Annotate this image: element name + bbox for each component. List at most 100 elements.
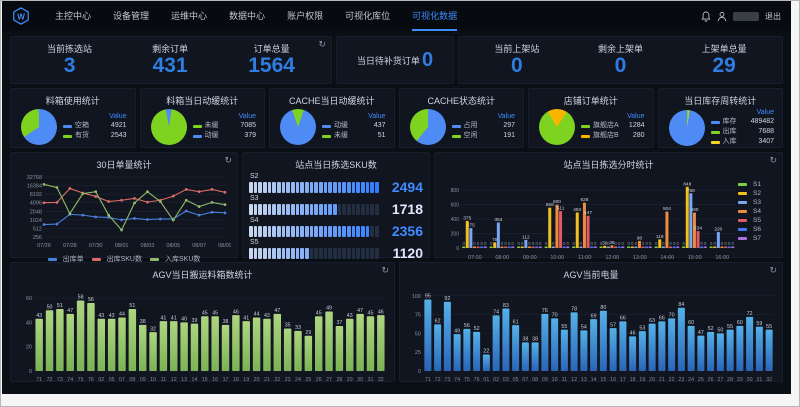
x-tick-label: 22	[274, 377, 280, 383]
data-point	[120, 218, 123, 222]
bar	[610, 245, 614, 248]
bar-value-label: 70	[552, 313, 558, 319]
bar	[658, 239, 662, 248]
data-point	[197, 190, 201, 194]
nav-item-device-mgmt[interactable]: 设备管理	[113, 11, 150, 21]
bar-segment	[356, 248, 361, 259]
bar-value-label: 49	[454, 328, 460, 334]
refresh-icon[interactable]: ↻	[381, 265, 389, 275]
bar-zero-label: 0	[539, 241, 542, 246]
bell-icon[interactable]	[701, 10, 711, 22]
bar-value-label: 43	[109, 313, 115, 319]
bar-segment	[351, 204, 356, 215]
x-tick-label: 16:00	[715, 255, 729, 261]
x-tick-label: 15	[600, 377, 606, 383]
legend-dash	[581, 134, 590, 138]
x-tick-label: 15	[202, 377, 208, 383]
stat-value: 29	[712, 54, 736, 78]
bar	[170, 321, 178, 371]
user-icon[interactable]	[717, 11, 727, 22]
bar-segment	[263, 248, 267, 259]
bar-segment	[361, 204, 365, 215]
bar-segment	[263, 182, 267, 193]
refresh-icon[interactable]: ↻	[318, 39, 326, 49]
legend-label: 未缓	[204, 122, 219, 129]
segmented-bar	[249, 226, 379, 237]
line-series	[43, 187, 226, 204]
bar	[716, 232, 720, 248]
bar-zero-label: 0	[704, 241, 707, 246]
panel-title: CACHE当日动缓统计	[288, 96, 375, 106]
replenish-stats-panel: 当日待补货订单 0	[336, 36, 454, 84]
legend-row: 有货 2543	[63, 131, 127, 141]
nav-item-main-control[interactable]: 主控中心	[55, 11, 92, 21]
bar	[658, 321, 666, 371]
bar-stub	[599, 246, 603, 248]
pie-graphic	[409, 109, 446, 145]
bar	[128, 309, 137, 371]
refresh-icon[interactable]: ↻	[769, 155, 777, 165]
bar	[180, 322, 188, 371]
nav-item-ops-center[interactable]: 运维中心	[171, 11, 208, 21]
legend-value-header: Value	[627, 113, 645, 120]
bar-value-label: 447	[584, 210, 592, 216]
bar-segment	[333, 182, 337, 193]
bar-segment	[286, 248, 291, 259]
x-tick-label: 13:00	[633, 255, 647, 261]
x-tick-label: 10	[552, 377, 558, 383]
pie-chart: Value 库存 489482 出库 7688 入库 3407	[665, 109, 777, 147]
x-tick-label: 30	[357, 377, 363, 383]
data-point	[68, 212, 72, 215]
x-tick-label: 08/03	[141, 243, 155, 249]
bar-segment	[337, 182, 342, 193]
x-tick-label: 30	[747, 377, 753, 383]
bar-stub	[527, 246, 531, 248]
nav-item-visual-slots[interactable]: 可视化库位	[345, 11, 391, 21]
legend-label: 空闲	[463, 132, 478, 139]
x-tick-label: 12:00	[605, 255, 619, 261]
bar	[35, 318, 43, 371]
legend-item: S7	[738, 235, 772, 242]
nav-item-visual-data[interactable]: 可视化数据	[412, 1, 458, 31]
panel-title: 站点当日拣选分时统计	[563, 160, 654, 170]
panel-title: 料箱当日动缓统计	[166, 96, 239, 106]
legend-value: 1284	[628, 122, 645, 129]
refresh-icon[interactable]: ↻	[769, 265, 777, 275]
legend-label: 动缓	[334, 122, 348, 129]
x-tick-label: 32	[766, 377, 772, 383]
bar-value-label: 41	[160, 315, 166, 321]
bar	[603, 245, 607, 248]
panel-title: 站点当日拣选SKU数	[295, 160, 377, 170]
bar-segment	[309, 204, 314, 215]
x-tick-label: 31	[368, 377, 374, 383]
bar-value-label: 558	[546, 202, 554, 208]
bar-value-label: 69	[591, 313, 597, 319]
legend-value-header: Value	[238, 113, 256, 120]
navbar-right: 退出	[701, 10, 781, 22]
pie-graphic	[668, 110, 705, 146]
bar-value-label: 848	[683, 181, 691, 187]
y-tick-label: 4096	[30, 201, 42, 207]
bar-stub	[731, 246, 735, 248]
refresh-icon[interactable]: ↻	[224, 155, 232, 165]
nav-item-data-center[interactable]: 数据中心	[229, 11, 266, 21]
logout-button[interactable]: 退出	[765, 11, 781, 21]
legend-value: 7085	[240, 122, 256, 129]
legend-value: 3407	[758, 138, 774, 145]
legend-label: 出库单	[62, 256, 84, 263]
panel-title: AGV当日搬运料箱数统计	[152, 270, 253, 280]
bar-value-label: 46	[378, 309, 384, 315]
bar-value-label: 38	[140, 319, 146, 325]
legend-label: 入库SKU数	[165, 256, 201, 263]
x-tick-label: 74	[67, 377, 73, 383]
bar	[76, 300, 85, 371]
bar-zero-label: 0	[590, 241, 593, 246]
legend-row: 动缓 379	[192, 131, 256, 141]
x-tick-label: 19	[639, 377, 645, 383]
pie-chart: Value 未缓 7085 动缓 379	[147, 109, 259, 145]
data-point	[146, 190, 149, 194]
x-tick-label: 27	[326, 377, 332, 383]
nav-item-account-perms[interactable]: 账户权限	[287, 11, 324, 21]
x-tick-label: 14:00	[660, 255, 674, 261]
